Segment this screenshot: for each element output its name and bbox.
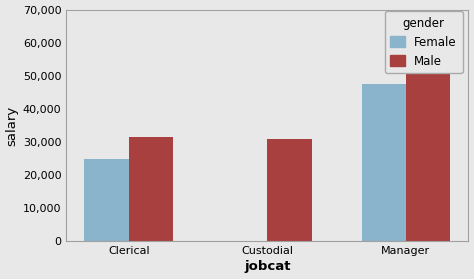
Bar [406,23,450,241]
Bar [267,139,311,241]
Bar [129,137,173,241]
Y-axis label: salary: salary [6,105,18,146]
Bar [84,158,129,241]
Legend: Female, Male: Female, Male [384,11,463,73]
X-axis label: jobcat: jobcat [244,260,291,273]
Bar [362,84,406,241]
